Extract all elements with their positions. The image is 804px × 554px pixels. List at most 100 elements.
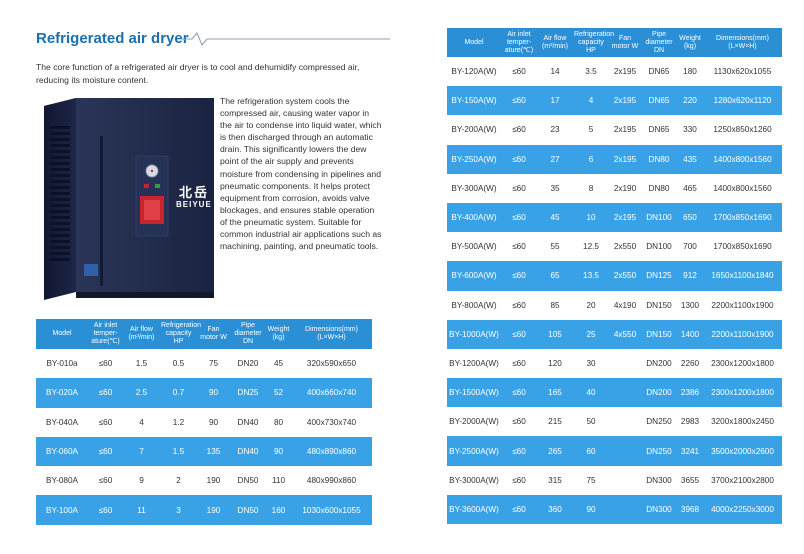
cell-refrigeration-capacity: 1.5 <box>160 436 197 467</box>
cell-pipe-diameter: DN65 <box>641 86 677 116</box>
cell-air-inlet-temperature: ≤60 <box>501 378 537 408</box>
cell-fan-motor: 2x195 <box>609 115 641 145</box>
cell-air-inlet-temperature: ≤60 <box>501 232 537 262</box>
cell-air-inlet-temperature: ≤60 <box>501 86 537 116</box>
table-row: BY-600A(W) ≤60 65 13.5 2x550 DN125 912 1650x110… <box>447 261 782 291</box>
table-row: BY-150A(W) ≤60 17 4 2x195 DN65 220 1280x620x112… <box>447 86 782 116</box>
cell-model: BY-1500A(W) <box>447 378 501 408</box>
table-row: BY-020A ≤60 2.5 0.7 90 DN25 52 400x660x740 <box>36 378 372 408</box>
cell-refrigeration-capacity: 5 <box>573 115 609 145</box>
cell-pipe-diameter: DN40 <box>230 436 266 467</box>
cell-pipe-diameter: DN100 <box>641 232 677 262</box>
cell-dimensions: 1400x800x1560 <box>703 173 782 203</box>
cell-air-flow: 85 <box>537 290 573 320</box>
cell-fan-motor <box>609 465 641 495</box>
cell-fan-motor: 190 <box>197 466 230 496</box>
cell-air-flow: 11 <box>123 495 160 525</box>
cell-weight: 90 <box>266 436 291 467</box>
cell-refrigeration-capacity: 25 <box>573 319 609 349</box>
cell-refrigeration-capacity: 6 <box>573 144 609 174</box>
table-row: BY-200A(W) ≤60 23 5 2x195 DN65 330 1250x850x126… <box>447 115 782 145</box>
header-air-inlet-temperature: Air inlet temper-ature(℃) <box>88 319 123 349</box>
cell-model: BY-400A(W) <box>447 202 501 233</box>
cell-fan-motor: 2x550 <box>609 232 641 262</box>
cell-weight: 1400 <box>677 319 703 349</box>
cell-refrigeration-capacity: 20 <box>573 290 609 320</box>
cell-air-inlet-temperature: ≤60 <box>501 144 537 174</box>
cell-model: BY-3600A(W) <box>447 494 501 524</box>
table-row: BY-3000A(W) ≤60 315 75 DN300 3655 3700x2100x28… <box>447 465 782 495</box>
cell-dimensions: 2300x1200x1800 <box>703 378 782 408</box>
description-paragraph: The refrigeration system cools the compr… <box>220 96 382 252</box>
header-pipe-diameter: Pipe diameter DN <box>230 319 266 349</box>
cell-fan-motor: 4x550 <box>609 319 641 349</box>
header-air-flow: Air flow (m³/min) <box>123 319 160 349</box>
cell-fan-motor: 2x195 <box>609 202 641 233</box>
cell-weight: 912 <box>677 261 703 291</box>
header-model: Model <box>447 28 501 57</box>
cell-fan-motor: 4x190 <box>609 290 641 320</box>
table-row: BY-1000A(W) ≤60 105 25 4x550 DN150 1400 2200x11… <box>447 319 782 349</box>
cell-fan-motor <box>609 436 641 466</box>
cell-model: BY-080A <box>36 466 88 496</box>
page-title: Refrigerated air dryer <box>36 30 189 47</box>
cell-dimensions: 1400x800x1560 <box>703 144 782 174</box>
cell-dimensions: 4000x2250x3000 <box>703 494 782 524</box>
table-header-row: Model Air inlet temper-ature(℃) Air flow (… <box>36 319 372 349</box>
cell-refrigeration-capacity: 75 <box>573 465 609 495</box>
cell-fan-motor: 190 <box>197 495 230 525</box>
cell-dimensions: 1650x1100x1840 <box>703 261 782 291</box>
cell-air-inlet-temperature: ≤60 <box>88 466 123 496</box>
cell-pipe-diameter: DN80 <box>641 144 677 174</box>
table-row: BY-300A(W) ≤60 35 8 2x190 DN80 465 1400x800x156… <box>447 173 782 203</box>
cell-model: BY-1200A(W) <box>447 348 501 379</box>
cell-dimensions: 3200x1800x2450 <box>703 407 782 437</box>
cell-air-inlet-temperature: ≤60 <box>501 115 537 145</box>
cell-weight: 45 <box>266 349 291 379</box>
cell-dimensions: 1030x600x1055 <box>291 495 372 525</box>
header-refrigeration-capacity: Refrigeration capacity HP <box>160 319 201 349</box>
table-row: BY-3600A(W) ≤60 360 90 DN300 3968 4000x2250x30… <box>447 494 782 524</box>
cell-fan-motor <box>609 348 641 379</box>
spec-table-small-models: Model Air inlet temper-ature(℃) Air flow (… <box>36 319 372 525</box>
table-header-row: Model Air inlet temper-ature(℃) Air flow (… <box>447 28 782 57</box>
cell-model: BY-150A(W) <box>447 86 501 116</box>
cell-refrigeration-capacity: 10 <box>573 202 609 233</box>
cell-pipe-diameter: DN300 <box>641 465 677 495</box>
cell-dimensions: 1280x620x1120 <box>703 86 782 116</box>
cell-weight: 2983 <box>677 407 703 437</box>
cell-model: BY-010a <box>36 349 88 379</box>
cell-refrigeration-capacity: 4 <box>573 86 609 116</box>
cell-air-inlet-temperature: ≤60 <box>501 494 537 524</box>
cell-dimensions: 3500x2000x2600 <box>703 436 782 466</box>
header-model: Model <box>36 319 88 349</box>
cell-model: BY-040A <box>36 407 88 437</box>
cell-pipe-diameter: DN250 <box>641 436 677 466</box>
cell-fan-motor: 2x195 <box>609 144 641 174</box>
machine-brand-en: BEIYUE <box>176 200 212 209</box>
cell-air-flow: 360 <box>537 494 573 524</box>
cell-air-inlet-temperature: ≤60 <box>501 407 537 437</box>
cell-refrigeration-capacity: 3.5 <box>573 57 609 87</box>
cell-air-inlet-temperature: ≤60 <box>501 202 537 233</box>
cell-fan-motor: 2x190 <box>609 173 641 203</box>
header-weight: Weight (kg) <box>677 28 703 57</box>
cell-model: BY-250A(W) <box>447 144 501 174</box>
cell-refrigeration-capacity: 2 <box>160 466 197 496</box>
cell-air-inlet-temperature: ≤60 <box>88 378 123 408</box>
cell-dimensions: 1700x850x1690 <box>703 232 782 262</box>
cell-weight: 465 <box>677 173 703 203</box>
cell-refrigeration-capacity: 90 <box>573 494 609 524</box>
table-row: BY-400A(W) ≤60 45 10 2x195 DN100 650 1700x850x1… <box>447 202 782 233</box>
cell-refrigeration-capacity: 50 <box>573 407 609 437</box>
cell-model: BY-020A <box>36 378 88 408</box>
cell-air-flow: 165 <box>537 378 573 408</box>
cell-air-inlet-temperature: ≤60 <box>501 261 537 291</box>
cell-pipe-diameter: DN65 <box>641 115 677 145</box>
cell-weight: 1300 <box>677 290 703 320</box>
cell-air-inlet-temperature: ≤60 <box>501 57 537 87</box>
cell-refrigeration-capacity: 60 <box>573 436 609 466</box>
cell-dimensions: 2200x1100x1900 <box>703 290 782 320</box>
cell-fan-motor <box>609 494 641 524</box>
cell-air-flow: 4 <box>123 407 160 437</box>
